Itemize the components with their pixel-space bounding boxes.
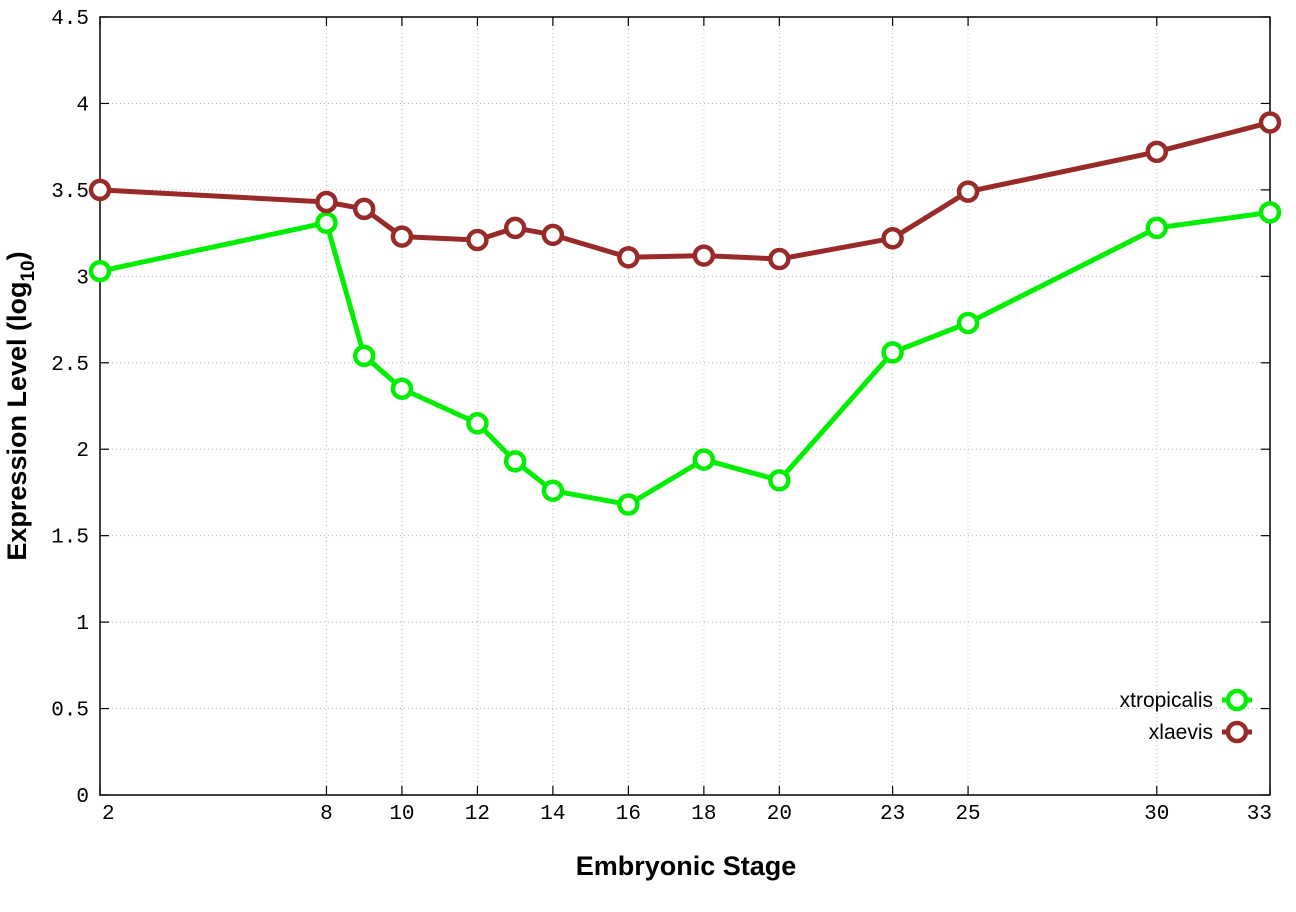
y-tick-label: 1.5 [51,527,89,550]
x-tick-label: 18 [691,803,716,826]
data-point-xtropicalis [692,448,716,471]
y-axis-title-close: ) [2,251,32,260]
data-point-xtropicalis [352,344,376,368]
y-tick-label: 4 [76,94,89,117]
data-point-xtropicalis [1145,216,1169,240]
data-point-xtropicalis [1258,201,1282,224]
y-tick-label: 0.5 [51,700,89,723]
x-tick-label: 8 [320,803,333,826]
y-tick-label: 3.5 [51,181,89,204]
data-point-xlaevis [881,227,904,250]
x-tick-label: 14 [540,803,565,826]
x-tick-label: 33 [1247,803,1272,826]
data-point-xlaevis [390,225,414,248]
y-tick-label: 0 [76,786,89,809]
x-tick-label: 10 [389,803,414,826]
plot-frame [99,16,1271,796]
x-tick-label: 23 [880,803,905,826]
legend: xtropicalis xlaevis [1120,688,1252,744]
data-point-xlaevis [315,190,338,214]
data-point-xtropicalis [503,450,527,473]
data-point-xtropicalis [541,479,565,502]
data-point-xlaevis [352,197,376,221]
data-point-xtropicalis [617,493,640,516]
legend-swatch-marker-xlaevis [1225,720,1249,744]
legend-label-xtropicalis: xtropicalis [1120,689,1213,712]
data-point-xtropicalis [88,259,112,283]
grid-layer [100,17,1270,795]
x-tick-label: 2 [102,803,115,826]
data-point-xlaevis [1258,111,1282,134]
data-point-xtropicalis [956,311,980,335]
data-point-xlaevis [466,228,489,252]
legend-label-xlaevis: xlaevis [1149,721,1213,744]
x-axis-title: Embryonic Stage [576,851,797,881]
y-axis-title-main: Expression Level (log [2,282,32,561]
data-point-xlaevis [1145,140,1169,164]
x-tick-label: 20 [767,803,792,826]
data-point-xlaevis [541,223,565,247]
y-tick-label: 3 [76,267,89,290]
data-point-xtropicalis [390,377,414,400]
legend-swatch-marker-xtropicalis [1225,688,1249,712]
x-tick-label: 16 [616,803,641,826]
y-tick-label: 1 [76,613,89,636]
tick-layer: 0 0.5 1 1.5 2 2.5 3 3.5 4 4.5 2 8 10 12 14 16 18 20 23 25 30… [51,8,1272,826]
y-axis-title: Expression Level (log10) [2,251,39,560]
data-point-xtropicalis [881,341,904,364]
data-point-xlaevis [617,246,640,269]
x-tick-label: 25 [955,803,980,826]
series-layer [88,111,1282,516]
y-tick-label: 2 [76,440,89,463]
y-tick-label: 2.5 [51,354,89,377]
data-point-xlaevis [88,178,112,202]
data-point-xlaevis [768,247,791,271]
x-tick-label: 12 [465,803,490,826]
data-point-xlaevis [503,216,527,240]
data-point-xlaevis [956,180,980,203]
data-point-xtropicalis [315,211,338,234]
y-tick-label: 4.5 [51,8,89,31]
data-point-xlaevis [692,244,716,267]
x-tick-label: 30 [1144,803,1169,826]
data-point-xtropicalis [466,412,489,435]
data-point-xtropicalis [768,469,791,492]
series-line-xlaevis [99,120,1271,262]
y-axis-title-subscript: 10 [18,260,39,281]
